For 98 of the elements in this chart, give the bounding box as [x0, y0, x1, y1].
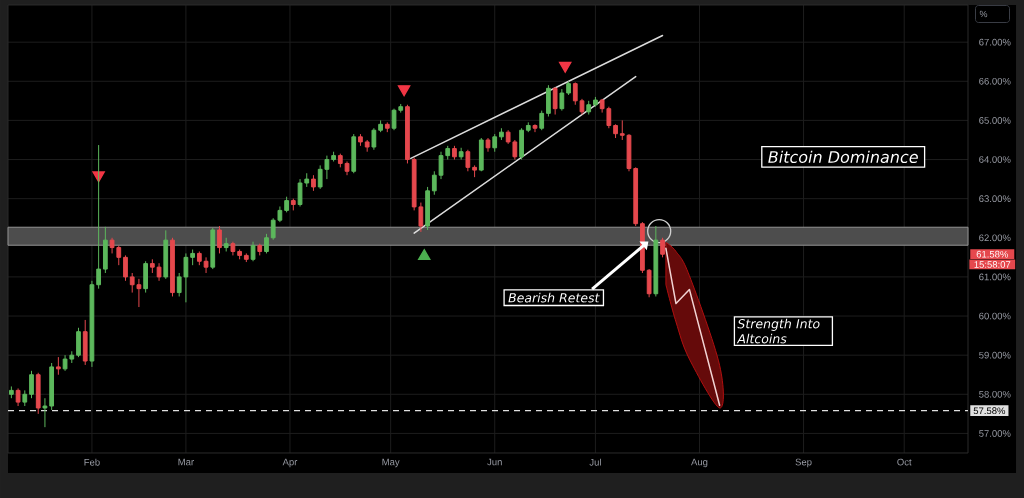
text: 15:58:07	[974, 261, 1011, 268]
candlestick	[243, 252, 249, 263]
candlestick	[264, 233, 269, 254]
candlestick	[82, 319, 88, 366]
x-tick-label: Mar	[178, 458, 194, 466]
candlestick	[223, 237, 229, 252]
candlestick	[196, 250, 202, 266]
y-tick-label: 61.00%	[979, 273, 1011, 281]
candlestick	[539, 110, 545, 131]
candlestick	[210, 227, 216, 270]
y-tick-label: 60.00%	[979, 312, 1011, 320]
candlestick	[250, 241, 256, 262]
candlestick	[371, 127, 377, 151]
candlestick	[593, 96, 598, 108]
candlestick	[257, 243, 263, 256]
candlestick	[8, 385, 14, 399]
candlestick	[653, 225, 659, 297]
candlestick	[217, 225, 222, 254]
candlestick	[358, 133, 363, 147]
candlestick	[378, 119, 383, 133]
candlestick	[143, 260, 149, 294]
candlestick	[660, 237, 665, 258]
x-tick-label: Feb	[84, 458, 100, 466]
annotation: Bearish Retest	[508, 292, 600, 303]
annotation: Strength Into Altcoins	[736, 318, 820, 344]
candlestick	[646, 268, 652, 298]
candlestick	[452, 145, 457, 161]
candlestick	[55, 356, 61, 376]
candlestick	[15, 387, 21, 407]
x-tick-label: Jul	[589, 458, 601, 466]
point	[558, 61, 572, 73]
candlestick	[425, 186, 430, 231]
y-tick-label: 65.00%	[979, 117, 1011, 124]
candlestick	[22, 389, 28, 407]
candlestick	[237, 249, 242, 260]
candlestick	[89, 280, 95, 368]
candlestick	[331, 151, 336, 162]
candlestick	[123, 254, 128, 282]
candlestick	[284, 196, 289, 213]
point	[417, 249, 431, 261]
candlestick	[532, 123, 538, 133]
candlestick	[149, 258, 155, 274]
y-tick-label: 66.00%	[979, 77, 1011, 85]
y-tick-label: 67.00%	[979, 38, 1011, 46]
x-tick-label: Jun	[487, 458, 502, 466]
candlestick	[519, 127, 524, 161]
candlestick	[465, 149, 471, 172]
x-tick-label: Oct	[897, 458, 912, 466]
candlestick	[290, 198, 296, 211]
candlestick	[485, 137, 491, 153]
candlestick	[49, 362, 55, 411]
point	[397, 85, 411, 97]
point	[647, 218, 672, 244]
candlestick	[546, 84, 551, 117]
candlestick	[35, 372, 41, 415]
candlestick	[492, 133, 498, 153]
candlestick	[405, 104, 410, 164]
y-tick-label: 59.00%	[979, 351, 1011, 359]
y-tick-label: 58.00%	[979, 390, 1011, 398]
candlestick	[525, 121, 531, 133]
candlestick	[384, 121, 390, 133]
candlestick	[156, 262, 162, 282]
x-tick-label: Apr	[282, 458, 298, 468]
y-tick-label: 63.00%	[979, 195, 1011, 203]
x-tick-label: Aug	[691, 458, 708, 468]
candlestick	[29, 370, 34, 399]
candlestick	[203, 256, 209, 274]
candlestick	[499, 127, 504, 141]
candlestick	[311, 174, 316, 192]
candlestick	[613, 123, 618, 139]
candlestick	[351, 133, 357, 174]
candlestick	[230, 241, 236, 256]
candlestick	[458, 147, 464, 161]
candlestick	[478, 137, 484, 172]
candlestick	[566, 80, 571, 96]
y-tick-label: 62.00%	[979, 234, 1011, 242]
candlestick	[344, 160, 350, 176]
candlestick	[190, 249, 195, 266]
text: 61.58%	[976, 250, 1009, 258]
candlestick	[102, 226, 108, 274]
text: Bitcoin Dominance	[768, 150, 918, 164]
candlestick	[586, 100, 592, 116]
x-tick-label: May	[382, 458, 400, 468]
candlestick	[472, 164, 477, 178]
x-tick-label: Sep	[795, 458, 812, 468]
candlestick	[42, 397, 48, 428]
candlestick	[170, 237, 175, 297]
candlestick	[552, 86, 558, 116]
y-tick-label: 57.00%	[979, 430, 1011, 437]
candlestick	[364, 139, 370, 153]
candlestick	[76, 327, 81, 358]
candlestick	[163, 229, 169, 280]
y-tick-label: 64.00%	[979, 156, 1011, 163]
ref-line-label: 57.58%	[973, 407, 1006, 415]
candlestick	[337, 153, 343, 168]
y-axis-title: %	[979, 10, 988, 18]
candlestick	[559, 88, 565, 112]
candlestick	[96, 144, 102, 290]
